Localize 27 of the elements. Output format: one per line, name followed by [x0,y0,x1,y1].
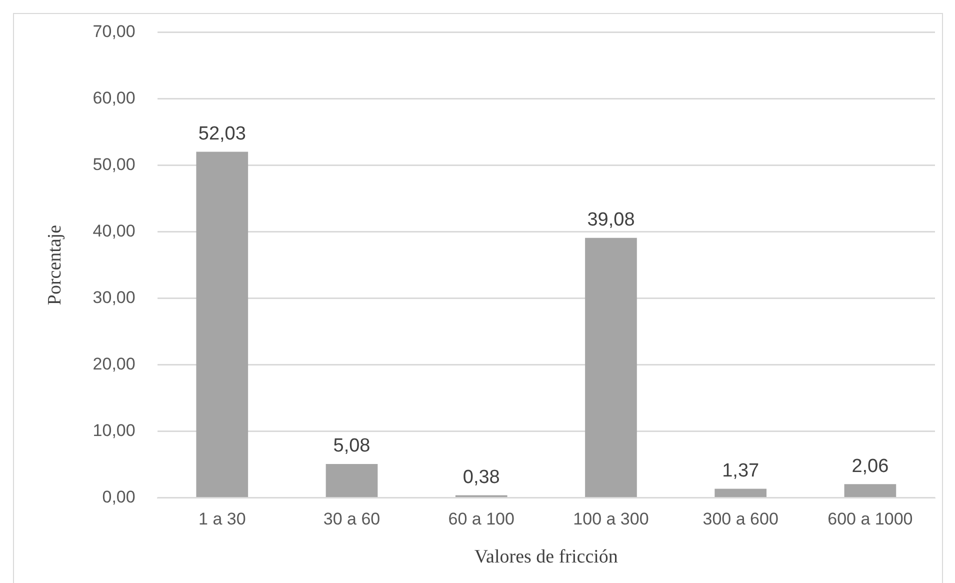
y-tick-label: 30,00 [92,288,136,307]
y-axis-title: Porcentaje [44,224,66,306]
data-label: 5,08 [333,436,370,457]
y-tick-label: 0,00 [102,487,136,506]
bar [844,484,896,498]
bar [196,152,248,498]
bar [585,238,637,498]
y-tick-label: 10,00 [92,420,136,440]
bar [326,464,378,498]
x-tick-label: 100 a 300 [573,510,649,529]
y-tick-label: 70,00 [92,22,136,41]
x-axis-title: Valores de fricción [474,546,618,568]
x-tick-label: 300 a 600 [702,510,778,529]
data-label: 2,06 [852,456,889,477]
y-tick-label: 50,00 [92,154,136,174]
y-tick-label: 20,00 [92,354,136,374]
data-label: 39,08 [587,210,635,231]
bar [714,488,767,498]
x-tick-label: 1 a 30 [198,510,246,529]
data-label: 1,37 [722,460,760,482]
data-label: 52,03 [198,123,246,144]
y-tick-label: 40,00 [92,221,136,240]
x-tick-label: 30 a 60 [323,510,380,529]
x-tick-label: 60 a 100 [448,510,514,529]
y-tick-label: 60,00 [92,88,136,108]
x-tick-label: 600 a 1000 [828,510,913,529]
data-label: 0,38 [462,467,500,488]
